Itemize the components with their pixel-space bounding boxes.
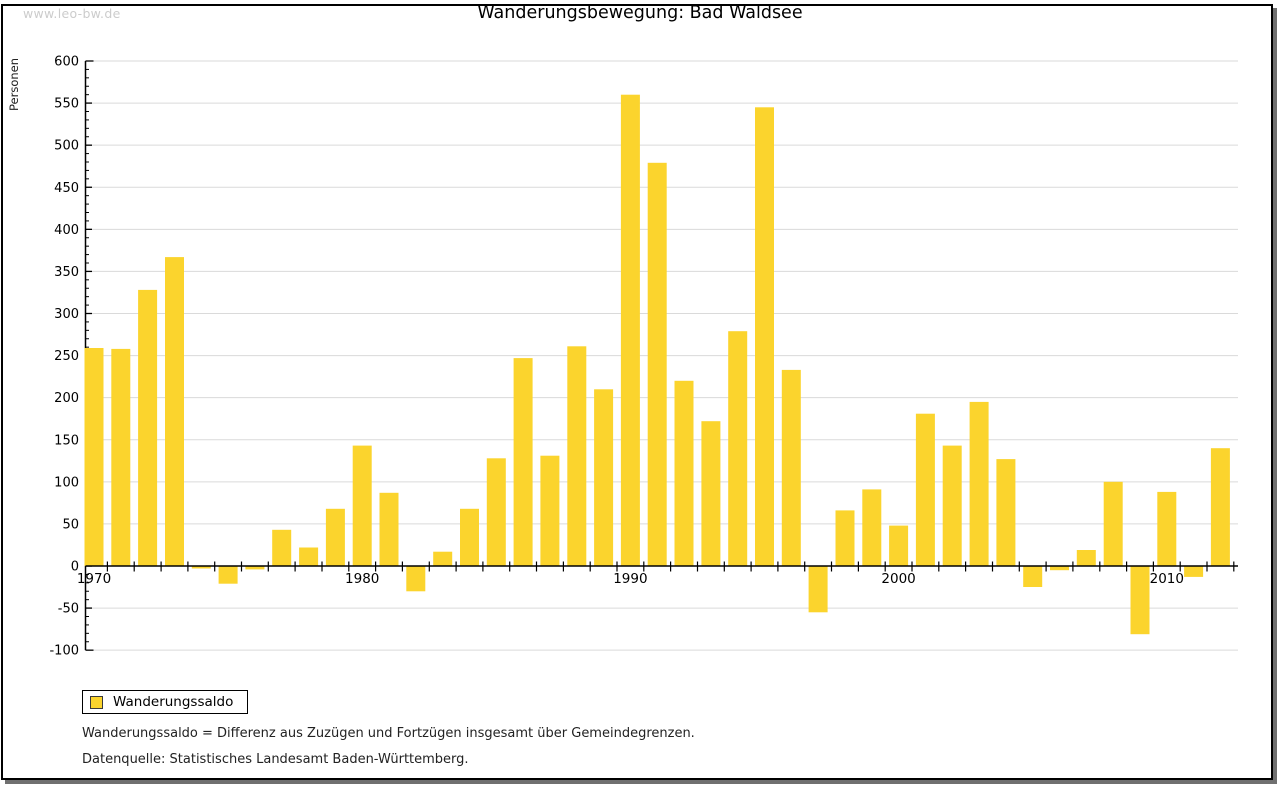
footnote-source: Datenquelle: Statistisches Landesamt Bad… <box>82 752 469 767</box>
y-tick-label--50: -50 <box>58 602 79 617</box>
x-tick-label-2010: 2010 <box>1150 571 1184 587</box>
legend-swatch-icon <box>90 695 103 709</box>
bar-1973 <box>165 257 184 566</box>
bar-1990 <box>620 94 640 566</box>
bar-2011 <box>1184 566 1204 577</box>
bar-1974 <box>191 566 211 569</box>
bar-1980 <box>352 445 372 566</box>
bar-1999 <box>862 489 882 566</box>
bar-2008 <box>1103 481 1123 566</box>
bar-2006 <box>1050 566 1069 571</box>
y-tick-label-150: 150 <box>54 433 79 448</box>
bar-1978 <box>299 547 319 566</box>
bar-1986 <box>513 358 533 566</box>
footnote-definition: Wanderungssaldo = Differenz aus Zuzügen … <box>82 726 695 741</box>
bar-2010 <box>1157 491 1177 566</box>
bar-1994 <box>728 331 748 566</box>
bar-2003 <box>969 401 989 566</box>
y-tick-label-200: 200 <box>54 391 79 406</box>
bar-2005 <box>1023 566 1043 587</box>
y-tick-label-250: 250 <box>54 349 79 364</box>
bar-1982 <box>406 566 426 592</box>
bar-1975 <box>218 566 238 584</box>
bar-1984 <box>460 508 479 566</box>
y-tick-label-300: 300 <box>54 307 79 322</box>
bar-1996 <box>781 369 801 566</box>
bar-1991 <box>647 162 667 567</box>
y-tick-label-350: 350 <box>54 265 79 280</box>
y-tick-label-50: 50 <box>62 517 79 532</box>
bar-2004 <box>996 459 1016 566</box>
x-tick-label-1980: 1980 <box>345 571 379 587</box>
bar-2007 <box>1076 550 1096 566</box>
page-title: Wanderungsbewegung: Bad Waldsee <box>477 3 803 23</box>
y-tick-label-600: 600 <box>54 55 79 70</box>
bar-1977 <box>272 529 292 566</box>
y-tick-label-0: 0 <box>71 560 79 575</box>
y-tick-label-100: 100 <box>54 475 79 490</box>
bar-1983 <box>433 551 453 566</box>
bar-2001 <box>915 413 935 566</box>
bar-2012 <box>1210 448 1230 566</box>
x-tick-label-2000: 2000 <box>881 571 915 587</box>
bar-1992 <box>674 380 694 566</box>
y-tick-label-450: 450 <box>54 181 79 196</box>
bar-1976 <box>245 566 265 570</box>
y-tick-label-400: 400 <box>54 223 79 238</box>
bar-1971 <box>111 348 131 567</box>
x-tick-label-1990: 1990 <box>613 571 647 587</box>
bar-1981 <box>379 492 399 566</box>
legend-label: Wanderungssaldo <box>113 694 234 710</box>
y-tick-label-550: 550 <box>54 97 79 112</box>
watermark: www.leo-bw.de <box>23 6 121 21</box>
bar-1998 <box>835 510 855 566</box>
bar-1987 <box>540 455 560 566</box>
bar-1972 <box>138 289 158 566</box>
bar-1989 <box>594 389 614 567</box>
bar-1993 <box>701 421 721 566</box>
bar-1988 <box>567 346 587 566</box>
bar-2000 <box>889 525 909 566</box>
x-tick-label-1970: 1970 <box>77 571 111 587</box>
bar-1995 <box>755 107 774 567</box>
y-tick-label--100: -100 <box>49 644 79 659</box>
bar-1979 <box>325 508 345 566</box>
bar-2002 <box>942 445 962 566</box>
legend-box: Wanderungssaldo <box>82 690 249 714</box>
bar-1970 <box>84 348 104 566</box>
bar-1997 <box>808 566 828 613</box>
bar-2009 <box>1130 566 1150 635</box>
y-tick-label-500: 500 <box>54 139 79 154</box>
bar-1985 <box>486 458 506 566</box>
